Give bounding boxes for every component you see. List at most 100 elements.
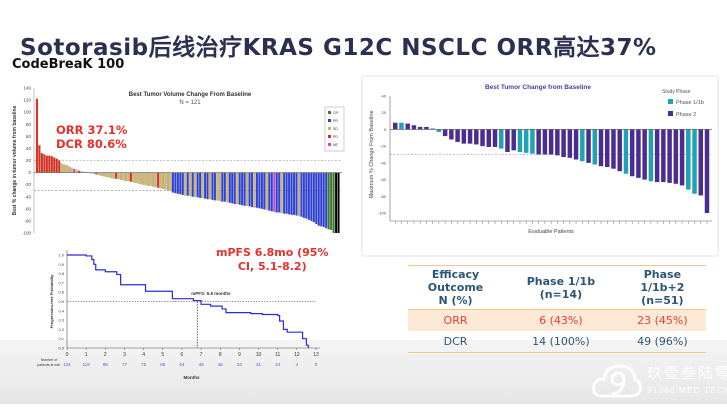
mpfs-annotation-line1: mPFS 6.8mo (95% (216, 246, 329, 259)
legend-swatch (668, 111, 673, 116)
waterfall-bar (661, 129, 666, 183)
waterfall-bar (492, 129, 498, 147)
efficacy-table: Efficacy Outcome N (%) Phase 1/1b (n=14) Ph… (408, 265, 706, 353)
waterfall-bar (233, 172, 236, 205)
y-tick-label: 20 (382, 110, 387, 115)
waterfall-bar (305, 172, 308, 219)
waterfall-bar (480, 129, 485, 147)
y-tick-label: 1.0 (58, 253, 64, 258)
waterfall-bar (129, 172, 132, 182)
waterfall-bar (132, 172, 135, 183)
waterfall-bar (213, 172, 217, 201)
y-axis-label: Maximum % Change From Baseline (369, 110, 375, 198)
waterfall-bar (455, 129, 460, 142)
x-tick-label: 8 (219, 352, 222, 358)
y-tick-label: -60 (380, 177, 387, 182)
waterfall-bar (636, 129, 641, 178)
waterfall-bar (223, 172, 226, 202)
waterfall-bar (246, 172, 249, 206)
waterfall-bar (598, 129, 604, 167)
waterfall-bar (580, 129, 585, 162)
orr-annotation: ORR 37.1% (56, 123, 128, 137)
y-tick-label: 80 (26, 122, 32, 127)
waterfall-bar (673, 129, 679, 184)
waterfall-bar (411, 125, 417, 130)
waterfall-bar (617, 129, 622, 172)
waterfall-bar (592, 129, 598, 165)
legend-swatch (328, 127, 331, 130)
x-tick-label: 11 (275, 352, 280, 358)
x-tick-label: 13 (313, 352, 319, 358)
km-curve (67, 254, 309, 348)
waterfall-bar (474, 129, 479, 145)
x-tick-label: 9 (238, 352, 241, 358)
y-axis-label: Progression-free Probability (49, 274, 54, 329)
waterfall-bar (399, 122, 404, 130)
waterfall-bar (169, 172, 172, 191)
legend-label: CR (333, 111, 339, 115)
header-phase-1-1b-2: Phase 1/1b+2 (n=51) (640, 268, 685, 307)
waterfall-bar (250, 172, 254, 208)
waterfall-bar (654, 129, 660, 183)
waterfall-bar (270, 172, 273, 212)
waterfall-bar (43, 154, 46, 173)
waterfall-bar (48, 155, 51, 173)
waterfall-bar (248, 172, 251, 207)
table-header-row: Efficacy Outcome N (%) Phase 1/1b (n=14) Ph… (408, 265, 706, 310)
y-tick-label: -20 (380, 144, 387, 149)
waterfall-bar (300, 172, 303, 217)
waterfall-bar (337, 172, 340, 234)
y-tick-label: 0 (384, 127, 387, 132)
x-tick-label: 1 (85, 352, 88, 358)
waterfall-bar (194, 172, 197, 197)
waterfall-bar (698, 129, 704, 196)
waterfall-bar (704, 129, 710, 213)
waterfall-bar (216, 172, 219, 201)
waterfall-bar (196, 172, 199, 198)
waterfall-bar (100, 172, 103, 176)
chart-frame (361, 75, 719, 257)
y-tick-label: 0.9 (58, 262, 64, 267)
waterfall-bar (236, 172, 239, 205)
chart-title: Best Tumor Change from Baseline (485, 84, 591, 91)
at-risk-count: 0 (315, 362, 318, 367)
legend-box (324, 106, 345, 152)
waterfall-bar (228, 172, 231, 203)
y-tick-label: 40 (26, 146, 32, 151)
waterfall-bar (127, 172, 130, 182)
waterfall-bar (692, 129, 697, 194)
waterfall-bar (112, 172, 115, 179)
waterfall-bar (499, 129, 504, 149)
y-tick-label: -40 (24, 194, 31, 199)
waterfall-bar (436, 129, 442, 132)
waterfall-bar (152, 172, 155, 187)
waterfall-bar (275, 172, 278, 213)
waterfall-bar (667, 129, 672, 183)
at-risk-count: 75 (141, 362, 147, 367)
waterfall-bar (315, 172, 318, 225)
waterfall-bar (55, 158, 58, 173)
legend-label: PR (333, 119, 338, 123)
waterfall-bar (467, 129, 473, 144)
y-tick-label: -80 (380, 194, 387, 199)
waterfall-bar (648, 129, 654, 182)
waterfall-bar (561, 129, 566, 158)
slide-subtitle: CodeBreaK 100 (12, 57, 125, 72)
waterfall-bar (107, 172, 110, 178)
waterfall-bar (290, 172, 293, 215)
legend-swatch (328, 143, 331, 146)
legend-label: Phase 1/1b (676, 100, 704, 106)
waterfall-bar (327, 172, 330, 230)
at-risk-count: 34 (237, 362, 243, 367)
waterfall-bar (292, 172, 296, 215)
waterfall-bar (149, 172, 152, 186)
watermark-en: 91360 MED TECH (647, 385, 727, 395)
waterfall-bar (686, 129, 691, 190)
waterfall-bar (208, 172, 212, 200)
at-risk-count: 24 (275, 362, 281, 367)
waterfall-bar (317, 172, 320, 226)
waterfall-bar (461, 129, 467, 144)
y-tick-label: 0.5 (58, 299, 64, 304)
waterfall-bar (65, 165, 68, 173)
mpfs-annotation-line2: CI, 5.1-8.2) (237, 260, 307, 273)
